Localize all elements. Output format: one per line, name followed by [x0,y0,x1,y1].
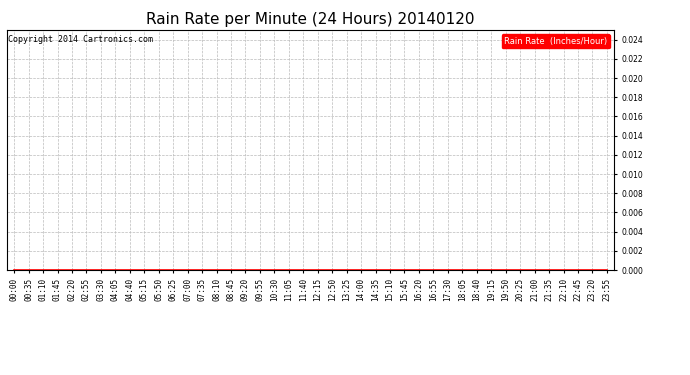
Text: Copyright 2014 Cartronics.com: Copyright 2014 Cartronics.com [8,35,152,44]
Legend: Rain Rate  (Inches/Hour): Rain Rate (Inches/Hour) [502,34,610,48]
Title: Rain Rate per Minute (24 Hours) 20140120: Rain Rate per Minute (24 Hours) 20140120 [146,12,475,27]
